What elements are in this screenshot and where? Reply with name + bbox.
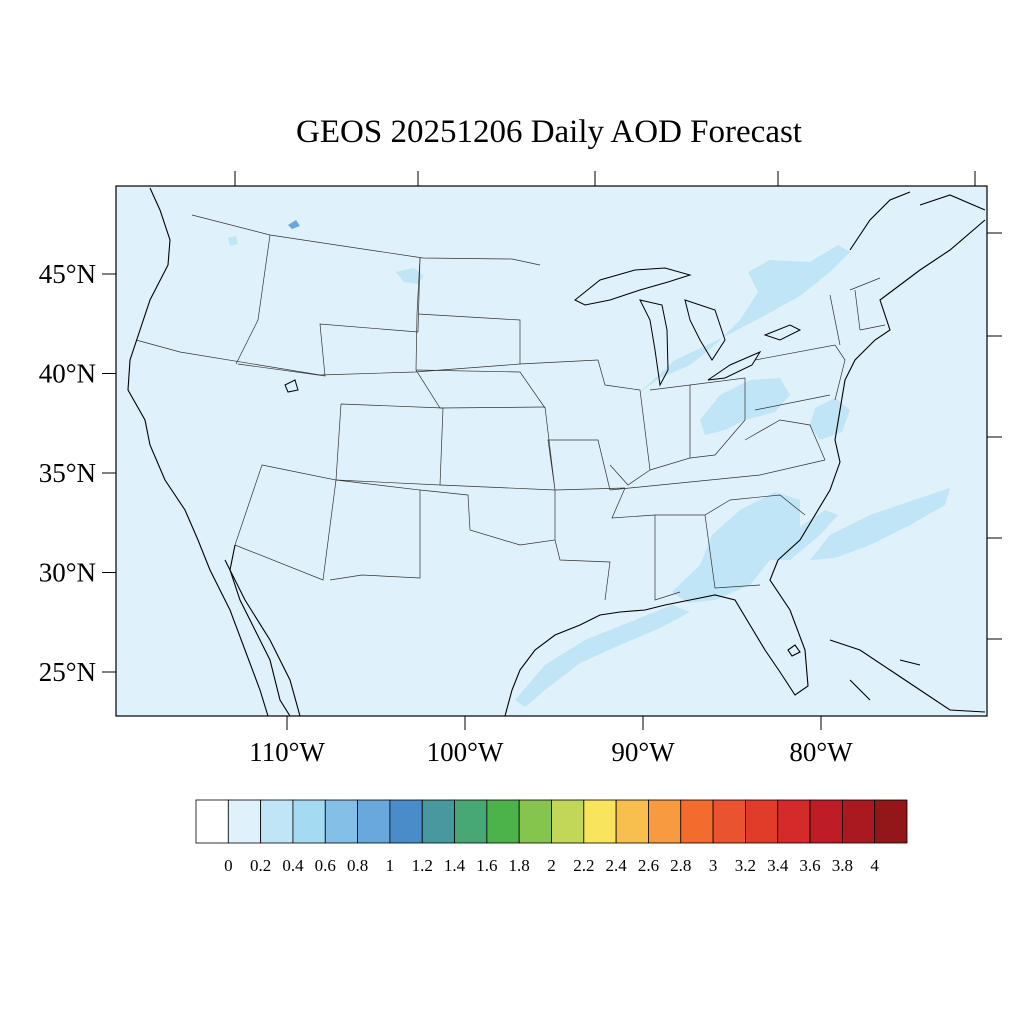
colorbar-swatch [745, 799, 779, 844]
east-coast [777, 219, 986, 561]
florida-lake [787, 644, 801, 657]
colorbar-swatch [648, 799, 682, 844]
aod-plume-atlantic-2 [770, 510, 838, 560]
lat-label: 35°N [39, 458, 96, 488]
colorbar-swatch [227, 799, 262, 844]
mexico-west-coast [224, 559, 301, 716]
lat-label: 45°N [39, 259, 96, 289]
colorbar-label: 2 [547, 856, 556, 875]
lake-huron [684, 299, 726, 361]
colorbar-swatch [486, 799, 520, 844]
map-frame [115, 185, 988, 717]
colorbar-swatch [421, 799, 455, 844]
state-borders [135, 214, 886, 601]
lake-ontario [763, 324, 802, 341]
lake-erie [707, 350, 762, 381]
colorbar-swatch [454, 799, 488, 844]
latitude-labels: 45°N 40°N 35°N 30°N 25°N [39, 259, 96, 687]
aod-plume-north-dakota [396, 268, 424, 284]
lat-label: 25°N [39, 657, 96, 687]
canada-east-coast [849, 191, 986, 251]
colorbar-label: 3.8 [832, 856, 853, 875]
colorbar-label: 4 [870, 856, 879, 875]
colorbar-swatch [615, 799, 649, 844]
chart-title: GEOS 20251206 Daily AOD Forecast [296, 114, 802, 150]
great-salt-lake [284, 379, 299, 393]
colorbar [195, 799, 908, 844]
colorbar-swatch [324, 799, 358, 844]
colorbar-label: 0.2 [250, 856, 271, 875]
colorbar-label: 1.4 [444, 856, 466, 875]
map-background [116, 186, 987, 716]
aod-spot-montana [288, 220, 300, 229]
lat-label: 40°N [39, 359, 96, 389]
colorbar-swatch [841, 799, 876, 844]
colorbar-label: 3.6 [799, 856, 820, 875]
colorbar-label: 2.6 [638, 856, 659, 875]
bahamas-cuba [829, 639, 986, 713]
aod-plume-great-lakes-northeast [640, 245, 850, 392]
colorbar-swatch [389, 799, 423, 844]
colorbar-label: 3 [709, 856, 718, 875]
colorbar-label: 1.8 [509, 856, 530, 875]
colorbar-swatch [680, 799, 714, 844]
map-border [115, 185, 988, 717]
west-coast [127, 187, 269, 716]
lon-label: 90°W [611, 737, 675, 767]
colorbar-label: 0.8 [347, 856, 368, 875]
aod-plume-southeast [672, 492, 800, 603]
aod-plume-idaho [228, 236, 238, 246]
colorbar-label: 1 [386, 856, 395, 875]
colorbar-swatch [292, 799, 326, 844]
colorbar-swatch [357, 799, 391, 844]
lon-label: 100°W [427, 737, 504, 767]
colorbar-swatch [551, 799, 585, 844]
colorbar-label: 0 [224, 856, 233, 875]
colorbar-swatch [260, 799, 294, 844]
lake-michigan [639, 299, 669, 387]
colorbar-label: 0.4 [282, 856, 304, 875]
great-lakes [284, 267, 802, 393]
colorbar-label: 3.4 [767, 856, 789, 875]
lake-superior [574, 267, 692, 306]
colorbar-swatch [809, 799, 843, 844]
lon-label: 110°W [249, 737, 325, 767]
colorbar-label: 1.6 [476, 856, 497, 875]
colorbar-label: 3.2 [735, 856, 756, 875]
lat-label: 30°N [39, 558, 96, 588]
coastlines [127, 187, 986, 716]
lon-label: 80°W [789, 737, 853, 767]
colorbar-swatch [712, 799, 746, 844]
longitude-labels: 110°W 100°W 90°W 80°W [249, 737, 853, 767]
axis-ticks [102, 171, 1002, 730]
colorbar-label: 1.2 [412, 856, 433, 875]
colorbar-swatch [583, 799, 617, 844]
colorbar-swatch [195, 799, 229, 844]
colorbar-labels: 0 0.2 0.4 0.6 0.8 1 1.2 1.4 1.6 1.8 2 2.2 2.4 2.6 2.8 3… [224, 856, 879, 875]
colorbar-swatch [518, 799, 552, 844]
colorbar-label: 0.6 [315, 856, 336, 875]
gulf-coast [504, 559, 809, 716]
colorbar-swatch [874, 799, 908, 844]
colorbar-swatch [777, 799, 811, 844]
colorbar-label: 2.4 [606, 856, 628, 875]
colorbar-label: 2.8 [670, 856, 691, 875]
aod-plume-atlantic [810, 488, 950, 560]
colorbar-label: 2.2 [573, 856, 594, 875]
aod-plume-gulf [515, 605, 690, 707]
